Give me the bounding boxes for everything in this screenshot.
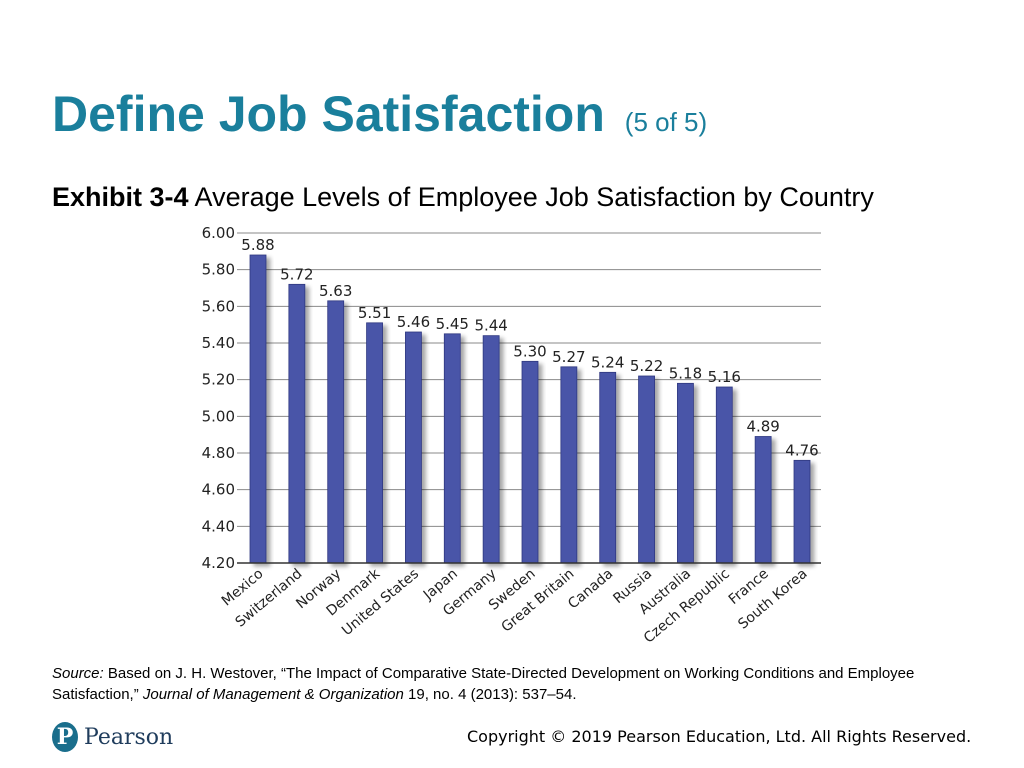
pearson-logo-text: Pearson [84,724,174,750]
pearson-logo-letter: P [56,724,74,750]
exhibit-title: Average Levels of Employee Job Satisfact… [194,182,874,212]
slide-title-subtitle: (5 of 5) [624,107,708,137]
bar-value-label: 5.22 [630,357,663,375]
bar [793,459,811,564]
y-tick-label: 5.80 [202,261,235,279]
source-label: Source: [52,665,104,682]
bar [521,360,539,564]
bar [715,386,733,564]
bar-value-label: 5.18 [669,364,702,382]
bar [599,371,617,564]
y-axis-ticks: 4.20 4.40 4.60 4.80 5.00 5.20 5.40 5.60 5.80 6.00 [202,224,235,572]
bar [754,436,772,564]
bar-value-label: 5.44 [474,317,507,335]
bar [677,382,694,564]
value-labels: 5.88 5.72 5.63 5.51 5.46 5.45 5.44 5.30 5.27 5.24… [241,236,818,459]
source-journal: Journal of Management & Organization [142,686,404,703]
bar [327,300,345,564]
bar-value-label: 5.51 [358,304,391,322]
y-tick-label: 5.60 [202,297,235,315]
y-tick-label: 4.60 [202,481,235,499]
slide-title: Define Job Satisfaction (5 of 5) [52,86,707,144]
bar-value-label: 5.88 [241,236,274,254]
pearson-logo-icon: P [52,722,78,752]
copyright-notice: Copyright © 2019 Pearson Education, Ltd.… [467,727,972,746]
slide-title-text: Define Job Satisfaction [52,86,605,142]
y-tick-label: 5.40 [202,334,235,352]
bar [560,366,578,564]
bar-value-label: 5.46 [397,313,430,331]
y-tick-label: 4.20 [202,554,235,572]
bar-value-label: 5.24 [591,353,624,371]
y-tick-label: 5.20 [202,371,235,389]
pearson-logo: P Pearson [52,720,173,754]
exhibit-heading: Exhibit 3-4 Average Levels of Employee J… [52,181,874,213]
bar-value-label: 4.76 [785,441,818,459]
y-tick-label: 4.40 [202,517,235,535]
bar [366,322,383,564]
bar [288,283,306,564]
source-citation: 19, no. 4 (2013): 537–54. [403,686,577,703]
source-note: Source: Based on J. H. Westover, “The Im… [52,663,982,705]
bar [249,254,267,564]
bar-value-label: 5.72 [280,265,313,283]
source-text: Based on J. H. Westover, “The Impact of … [52,665,915,703]
y-tick-label: 5.00 [202,407,235,425]
bar-value-label: 4.89 [746,418,779,436]
bar [405,331,422,564]
bars [249,254,811,564]
bar-value-label: 5.63 [319,282,352,300]
y-tick-label: 6.00 [202,224,235,242]
x-category-label: South Korea [735,566,810,633]
bar-chart: 4.20 4.40 4.60 4.80 5.00 5.20 5.40 5.60 5.80 6.00… [202,224,821,647]
bar [638,375,655,564]
y-tick-label: 4.80 [202,444,235,462]
bar-value-label: 5.30 [513,342,546,360]
exhibit-label: Exhibit 3-4 [52,182,189,212]
bar-value-label: 5.16 [708,368,741,386]
bar-value-label: 5.45 [436,315,469,333]
bar-value-label: 5.27 [552,348,585,366]
bar [482,335,500,564]
bar [443,333,461,564]
